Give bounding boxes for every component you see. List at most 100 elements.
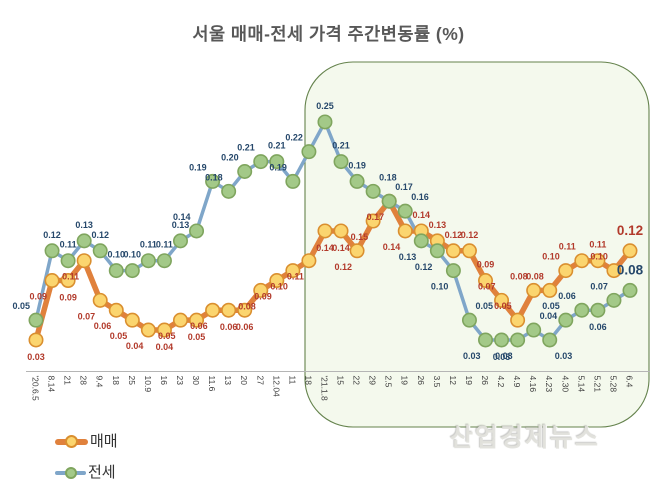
jeonse-data-point [317, 114, 333, 130]
jeonse-data-label: 0.25 [316, 101, 334, 111]
jeonse-data-point [301, 144, 317, 160]
jeonse-data-label: 0.16 [411, 192, 429, 202]
jeonse-data-label: 0.10 [431, 282, 449, 292]
jeonse-data-label: 0.22 [285, 133, 303, 143]
sale-data-label: 0.03 [27, 352, 45, 362]
sale-data-label: 0.11 [287, 272, 304, 282]
sale-data-point [526, 282, 542, 298]
jeonse-data-label: 0.17 [395, 182, 413, 192]
jeonse-data-point [574, 302, 590, 318]
jeonse-data-label: 0.12 [43, 230, 61, 240]
x-axis-label: 21 [63, 376, 73, 386]
chart-title: 서울 매매-전세 가격 주간변동률 (%) [192, 24, 465, 44]
jeonse-data-label: 0.20 [221, 153, 239, 163]
x-axis-label: 18 [111, 376, 121, 386]
sale-data-label: 0.09 [254, 292, 272, 302]
jeonse-data-point [44, 243, 60, 259]
jeonse-data-label: 0.11 [60, 240, 77, 250]
x-axis-label: 27 [255, 376, 265, 386]
jeonse-data-point [124, 263, 140, 279]
x-axis-label: 28 [79, 376, 89, 386]
jeonse-data-label: 0.19 [269, 162, 287, 172]
x-axis-label: 18 [303, 376, 313, 386]
jeonse-data-label: 0.21 [268, 141, 286, 151]
jeonse-data-point [461, 312, 477, 328]
sale-data-label: 0.10 [542, 252, 560, 262]
sale-data-label: 0.08 [238, 301, 256, 311]
jeonse-data-point [526, 322, 542, 338]
jeonse-data-point [365, 183, 381, 199]
legend-item-jeonse: 전세 [55, 462, 118, 484]
jeonse-data-point [60, 253, 76, 269]
sale-data-point [172, 312, 188, 328]
x-axis-label: 11.6 [207, 376, 217, 392]
jeonse-data-label: 0.11 [140, 240, 157, 250]
jeonse-data-label: 0.18 [205, 172, 223, 182]
jeonse-data-label: 0.12 [91, 230, 109, 240]
jeonse-data-point [92, 243, 108, 259]
jeonse-data-point [606, 292, 622, 308]
jeonse-data-point [590, 302, 606, 318]
jeonse-data-point [156, 253, 172, 269]
jeonse-data-label: 0.10 [124, 250, 142, 260]
sale-data-label: 0.08 [526, 271, 544, 281]
x-axis-label: '20.6.5 [31, 376, 41, 402]
sale-data-point [574, 253, 590, 269]
x-axis-label: 10.9 [143, 376, 153, 393]
jeonse-data-label: 0.08 [617, 262, 644, 277]
sale-data-label: 0.05 [158, 331, 176, 341]
sale-data-label: 0.11 [589, 240, 606, 250]
sale-data-label: 0.12 [445, 230, 463, 240]
jeonse-data-point [445, 263, 461, 279]
jeonse-data-label: 0.11 [156, 240, 173, 250]
x-axis-label: 20 [239, 376, 249, 386]
x-axis-label: 4.30 [560, 376, 570, 393]
sale-data-label: 0.04 [156, 342, 174, 352]
sale-data-label: 0.14 [383, 242, 401, 252]
x-axis-label: 22 [352, 376, 362, 386]
sale-data-label: 0.05 [110, 331, 128, 341]
sale-data-point [461, 243, 477, 259]
x-axis-label: 2.5 [384, 376, 394, 388]
x-axis-label: 11 [287, 376, 297, 385]
sale-data-label: 0.06 [220, 322, 238, 332]
sale-data-point [140, 322, 156, 338]
x-axis-label: 13 [223, 376, 233, 386]
jeonse-data-point [349, 173, 365, 189]
sale-data-label: 0.13 [429, 220, 447, 230]
sale-data-point [205, 302, 221, 318]
x-axis-label: 12.04 [271, 376, 281, 398]
sale-data-point [189, 312, 205, 328]
jeonse-data-label: 0.13 [75, 220, 93, 230]
sale-data-label: 0.14 [316, 243, 334, 253]
jeonse-data-point [542, 332, 558, 348]
sale-data-label: 0.17 [367, 212, 385, 222]
x-axis-label: 19 [400, 376, 410, 386]
legend-item-sale: 매매 [55, 431, 118, 453]
sale-data-label: 0.10 [590, 252, 608, 262]
sale-legend-marker-icon [55, 435, 88, 448]
sale-data-point [333, 223, 349, 239]
jeonse-data-point [205, 173, 221, 189]
sale-data-point [285, 263, 301, 279]
x-axis-label: 30 [191, 376, 201, 386]
x-axis-label: 25 [127, 376, 137, 386]
sale-data-point [124, 312, 140, 328]
sale-data-label: 0.09 [59, 293, 77, 303]
sale-data-point [590, 253, 606, 269]
sale-data-point [301, 253, 317, 269]
jeonse-data-label: 0.19 [348, 160, 366, 170]
sale-data-label: 0.06 [94, 321, 112, 331]
jeonse-data-label: 0.06 [589, 322, 607, 332]
jeonse-data-point [221, 183, 237, 199]
jeonse-data-label: 0.05 [475, 301, 493, 311]
jeonse-data-point [28, 312, 44, 328]
jeonse-legend-marker-icon [55, 467, 86, 480]
sale-data-point [558, 263, 574, 279]
jeonse-data-label: 0.13 [399, 252, 417, 262]
sale-data-label: 0.05 [188, 332, 206, 342]
jeonse-data-point [237, 164, 253, 180]
jeonse-data-point [510, 332, 526, 348]
sale-legend-label: 매매 [90, 433, 118, 450]
